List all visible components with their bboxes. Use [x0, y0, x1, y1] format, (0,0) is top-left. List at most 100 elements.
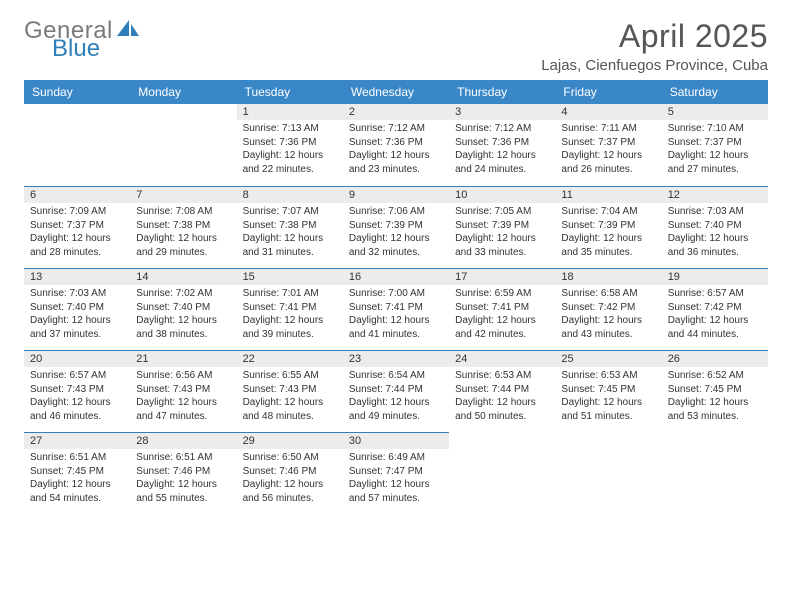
day-details: Sunrise: 7:13 AMSunset: 7:36 PMDaylight:… — [237, 120, 343, 180]
day-details: Sunrise: 6:51 AMSunset: 7:46 PMDaylight:… — [130, 449, 236, 509]
calendar-cell: 23Sunrise: 6:54 AMSunset: 7:44 PMDayligh… — [343, 350, 449, 432]
calendar-cell: 14Sunrise: 7:02 AMSunset: 7:40 PMDayligh… — [130, 268, 236, 350]
day-number: 1 — [237, 104, 343, 120]
day-details: Sunrise: 6:52 AMSunset: 7:45 PMDaylight:… — [662, 367, 768, 427]
calendar-cell: 21Sunrise: 6:56 AMSunset: 7:43 PMDayligh… — [130, 350, 236, 432]
day-number: 7 — [130, 186, 236, 203]
day-number: 18 — [555, 268, 661, 285]
calendar-week-row: 20Sunrise: 6:57 AMSunset: 7:43 PMDayligh… — [24, 350, 768, 432]
calendar-cell: 27Sunrise: 6:51 AMSunset: 7:45 PMDayligh… — [24, 432, 130, 514]
calendar-cell: 16Sunrise: 7:00 AMSunset: 7:41 PMDayligh… — [343, 268, 449, 350]
calendar-week-row: 27Sunrise: 6:51 AMSunset: 7:45 PMDayligh… — [24, 432, 768, 514]
calendar-cell: 11Sunrise: 7:04 AMSunset: 7:39 PMDayligh… — [555, 186, 661, 268]
calendar-cell — [24, 104, 130, 186]
day-details: Sunrise: 6:53 AMSunset: 7:44 PMDaylight:… — [449, 367, 555, 427]
day-details: Sunrise: 6:57 AMSunset: 7:42 PMDaylight:… — [662, 285, 768, 345]
calendar-cell: 26Sunrise: 6:52 AMSunset: 7:45 PMDayligh… — [662, 350, 768, 432]
brand-sail-icon — [113, 18, 141, 43]
day-details: Sunrise: 7:04 AMSunset: 7:39 PMDaylight:… — [555, 203, 661, 263]
day-details: Sunrise: 7:07 AMSunset: 7:38 PMDaylight:… — [237, 203, 343, 263]
calendar-page: General Blue April 2025 Lajas, Cienfuego… — [0, 0, 792, 612]
calendar-cell — [130, 104, 236, 186]
day-number: 21 — [130, 350, 236, 367]
day-details: Sunrise: 6:54 AMSunset: 7:44 PMDaylight:… — [343, 367, 449, 427]
day-number: 30 — [343, 432, 449, 449]
calendar-cell: 19Sunrise: 6:57 AMSunset: 7:42 PMDayligh… — [662, 268, 768, 350]
day-number: 8 — [237, 186, 343, 203]
calendar-cell: 1Sunrise: 7:13 AMSunset: 7:36 PMDaylight… — [237, 104, 343, 186]
calendar-cell: 13Sunrise: 7:03 AMSunset: 7:40 PMDayligh… — [24, 268, 130, 350]
day-number: 11 — [555, 186, 661, 203]
day-number: 2 — [343, 104, 449, 120]
brand-part2: Blue — [52, 37, 100, 61]
calendar-week-row: 1Sunrise: 7:13 AMSunset: 7:36 PMDaylight… — [24, 104, 768, 186]
day-details: Sunrise: 7:01 AMSunset: 7:41 PMDaylight:… — [237, 285, 343, 345]
day-number: 28 — [130, 432, 236, 449]
day-details: Sunrise: 7:12 AMSunset: 7:36 PMDaylight:… — [343, 120, 449, 180]
calendar-cell: 22Sunrise: 6:55 AMSunset: 7:43 PMDayligh… — [237, 350, 343, 432]
day-details: Sunrise: 7:12 AMSunset: 7:36 PMDaylight:… — [449, 120, 555, 180]
day-number: 6 — [24, 186, 130, 203]
day-number: 23 — [343, 350, 449, 367]
day-number: 10 — [449, 186, 555, 203]
calendar-cell: 7Sunrise: 7:08 AMSunset: 7:38 PMDaylight… — [130, 186, 236, 268]
location-text: Lajas, Cienfuegos Province, Cuba — [541, 57, 768, 74]
day-number: 9 — [343, 186, 449, 203]
calendar-header-row: SundayMondayTuesdayWednesdayThursdayFrid… — [24, 80, 768, 104]
day-header: Thursday — [449, 80, 555, 104]
day-number: 15 — [237, 268, 343, 285]
day-details: Sunrise: 7:02 AMSunset: 7:40 PMDaylight:… — [130, 285, 236, 345]
page-header: General Blue April 2025 Lajas, Cienfuego… — [24, 18, 768, 74]
day-details: Sunrise: 7:03 AMSunset: 7:40 PMDaylight:… — [662, 203, 768, 263]
day-details: Sunrise: 7:06 AMSunset: 7:39 PMDaylight:… — [343, 203, 449, 263]
calendar-week-row: 6Sunrise: 7:09 AMSunset: 7:37 PMDaylight… — [24, 186, 768, 268]
day-header: Friday — [555, 80, 661, 104]
day-details: Sunrise: 7:03 AMSunset: 7:40 PMDaylight:… — [24, 285, 130, 345]
day-number: 3 — [449, 104, 555, 120]
day-header: Monday — [130, 80, 236, 104]
day-details: Sunrise: 7:11 AMSunset: 7:37 PMDaylight:… — [555, 120, 661, 180]
calendar-cell: 28Sunrise: 6:51 AMSunset: 7:46 PMDayligh… — [130, 432, 236, 514]
day-details: Sunrise: 6:59 AMSunset: 7:41 PMDaylight:… — [449, 285, 555, 345]
calendar-cell — [449, 432, 555, 514]
day-number: 24 — [449, 350, 555, 367]
day-number: 14 — [130, 268, 236, 285]
calendar-cell: 15Sunrise: 7:01 AMSunset: 7:41 PMDayligh… — [237, 268, 343, 350]
calendar-cell: 24Sunrise: 6:53 AMSunset: 7:44 PMDayligh… — [449, 350, 555, 432]
day-number: 17 — [449, 268, 555, 285]
calendar-cell: 12Sunrise: 7:03 AMSunset: 7:40 PMDayligh… — [662, 186, 768, 268]
day-header: Sunday — [24, 80, 130, 104]
calendar-cell — [662, 432, 768, 514]
calendar-cell: 29Sunrise: 6:50 AMSunset: 7:46 PMDayligh… — [237, 432, 343, 514]
day-details: Sunrise: 6:49 AMSunset: 7:47 PMDaylight:… — [343, 449, 449, 509]
calendar-cell: 5Sunrise: 7:10 AMSunset: 7:37 PMDaylight… — [662, 104, 768, 186]
day-details: Sunrise: 6:55 AMSunset: 7:43 PMDaylight:… — [237, 367, 343, 427]
calendar-cell: 17Sunrise: 6:59 AMSunset: 7:41 PMDayligh… — [449, 268, 555, 350]
day-header: Wednesday — [343, 80, 449, 104]
day-details: Sunrise: 7:10 AMSunset: 7:37 PMDaylight:… — [662, 120, 768, 180]
day-details: Sunrise: 6:56 AMSunset: 7:43 PMDaylight:… — [130, 367, 236, 427]
calendar-cell: 30Sunrise: 6:49 AMSunset: 7:47 PMDayligh… — [343, 432, 449, 514]
day-details: Sunrise: 6:53 AMSunset: 7:45 PMDaylight:… — [555, 367, 661, 427]
day-number: 25 — [555, 350, 661, 367]
day-number: 26 — [662, 350, 768, 367]
calendar-cell: 20Sunrise: 6:57 AMSunset: 7:43 PMDayligh… — [24, 350, 130, 432]
day-details: Sunrise: 6:50 AMSunset: 7:46 PMDaylight:… — [237, 449, 343, 509]
day-number: 19 — [662, 268, 768, 285]
day-number: 12 — [662, 186, 768, 203]
calendar-cell: 25Sunrise: 6:53 AMSunset: 7:45 PMDayligh… — [555, 350, 661, 432]
calendar-cell: 4Sunrise: 7:11 AMSunset: 7:37 PMDaylight… — [555, 104, 661, 186]
day-header: Tuesday — [237, 80, 343, 104]
day-details: Sunrise: 7:09 AMSunset: 7:37 PMDaylight:… — [24, 203, 130, 263]
day-number: 29 — [237, 432, 343, 449]
day-header: Saturday — [662, 80, 768, 104]
day-number: 27 — [24, 432, 130, 449]
day-number: 20 — [24, 350, 130, 367]
calendar-cell: 6Sunrise: 7:09 AMSunset: 7:37 PMDaylight… — [24, 186, 130, 268]
day-details: Sunrise: 6:57 AMSunset: 7:43 PMDaylight:… — [24, 367, 130, 427]
brand-logo: General Blue — [24, 18, 141, 61]
day-details: Sunrise: 6:51 AMSunset: 7:45 PMDaylight:… — [24, 449, 130, 509]
calendar-cell: 18Sunrise: 6:58 AMSunset: 7:42 PMDayligh… — [555, 268, 661, 350]
calendar-cell: 8Sunrise: 7:07 AMSunset: 7:38 PMDaylight… — [237, 186, 343, 268]
month-title: April 2025 — [541, 18, 768, 55]
